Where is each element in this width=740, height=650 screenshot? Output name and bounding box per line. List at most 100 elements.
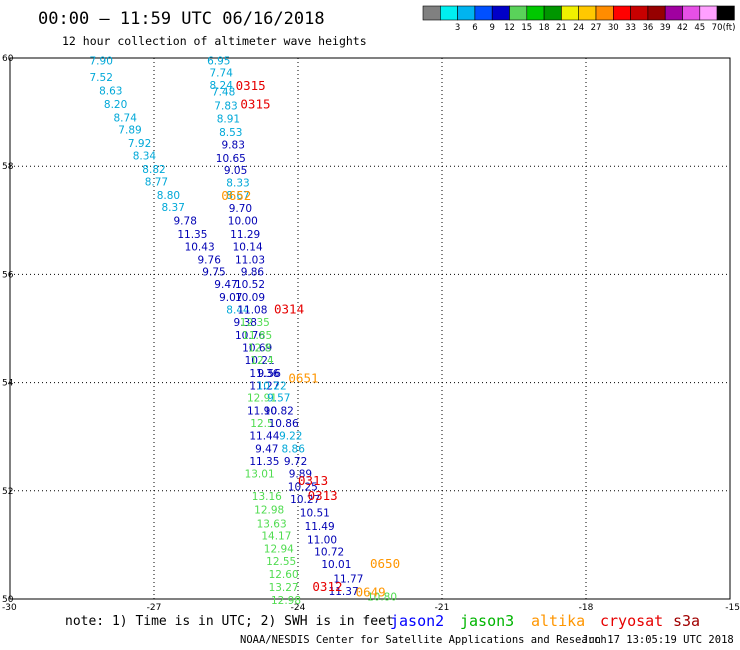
- legend-label: 21: [556, 23, 567, 33]
- lat-tick-label: 56: [2, 270, 14, 280]
- lat-tick-label: 60: [2, 54, 14, 64]
- wave-height-value: 9.89: [289, 468, 312, 480]
- grid-lines: [10, 58, 730, 599]
- legend-label: 30: [608, 23, 619, 33]
- wave-height-value: 8.77: [145, 176, 168, 188]
- legend-label: 24: [573, 23, 584, 33]
- wave-height-value: 6.95: [207, 56, 230, 68]
- satellite-altika: altika: [531, 612, 585, 630]
- legend-swatch: [595, 5, 614, 21]
- wave-height-value: 9.75: [202, 267, 225, 279]
- wave-height-value: 11.29: [230, 229, 260, 241]
- legend-swatch: [716, 5, 735, 21]
- wave-height-value: 10.69: [242, 342, 272, 354]
- map-frame: [9, 57, 731, 600]
- legend-label: 9: [489, 23, 494, 33]
- wave-height-value: 12.60: [269, 569, 299, 581]
- legend-swatch: [439, 5, 458, 21]
- wave-height-value: 10.00: [228, 215, 258, 227]
- satellite-jason2: jason2: [390, 612, 444, 630]
- color-legend: 3 6 9 12 15 18 21 24 27 30 33 36 39 42 45 70 (ft): [422, 5, 735, 33]
- pass-time-label: 0649: [356, 585, 386, 600]
- lon-tick-label: -27: [147, 603, 162, 613]
- wave-height-value: 7.48: [212, 87, 235, 99]
- wave-height-value: 13.16: [252, 491, 282, 503]
- wave-height-value: 10.27: [290, 494, 320, 506]
- lon-tick-label: -15: [725, 603, 740, 613]
- legend-swatch: [543, 5, 562, 21]
- wave-height-value: 11.85: [242, 330, 272, 342]
- wave-height-value: 11.44: [249, 431, 279, 443]
- legend-swatch: [630, 5, 649, 21]
- wave-height-value: 8.33: [226, 177, 249, 189]
- legend-swatch: [578, 5, 597, 21]
- wave-height-value: 9.72: [284, 456, 307, 468]
- wave-height-value: 13.01: [245, 468, 275, 480]
- wave-height-value: 9.22: [279, 431, 302, 443]
- wave-height-value: 8.34: [133, 150, 157, 162]
- wave-height-value: 9.56: [258, 368, 282, 380]
- map-subtitle: 12 hour collection of altimeter wave hei…: [62, 34, 367, 48]
- wave-height-value: 8.24: [210, 80, 234, 92]
- latitude-tick-labels: 50 52 54 56 58 60: [2, 54, 14, 605]
- legend-swatch: [561, 5, 580, 21]
- wave-height-value: 14.17: [261, 531, 291, 543]
- wave-height-value: 10.22: [257, 380, 287, 392]
- wave-height-value: 12.8: [248, 342, 271, 354]
- wave-height-value: 11.27: [249, 380, 279, 392]
- wave-height-value: 10.86: [269, 418, 299, 430]
- satellite-cryosat: cryosat: [600, 612, 663, 630]
- lat-tick-label: 52: [2, 487, 13, 497]
- wave-height-value: 8.74: [114, 113, 138, 125]
- wave-height-value: 9.57: [267, 393, 290, 405]
- wave-height-value: 9.38: [234, 317, 257, 329]
- wave-height-value: 10.72: [314, 546, 344, 558]
- wave-height-value: 13.27: [269, 582, 299, 594]
- wave-height-value: 7.83: [214, 101, 237, 113]
- wave-height-value: 9.07: [219, 292, 242, 304]
- pass-time-label: 0651: [288, 370, 318, 385]
- pass-time-label: 0315: [236, 78, 266, 93]
- wave-height-value: 10.76: [235, 330, 265, 342]
- wave-height-value: 9.70: [229, 203, 252, 215]
- wave-height-value: 10.52: [235, 279, 265, 291]
- wave-height-value: 12.98: [254, 505, 284, 517]
- legend-swatch: [474, 5, 493, 21]
- legend-label: 39: [660, 23, 671, 33]
- pass-time-label: 0313: [308, 488, 338, 503]
- wave-height-value: 11.35: [177, 229, 207, 241]
- wave-height-value: 12.94: [264, 544, 294, 556]
- wave-height-value: 10.51: [300, 507, 330, 519]
- wave-height-value: 10.01: [321, 559, 351, 571]
- legend-swatch: [509, 5, 528, 21]
- footer-timestamp: Jun 17 13:05:19 UTC 2018: [582, 634, 734, 646]
- wave-height-value: 10.43: [185, 241, 215, 253]
- wave-height-value: 13.63: [257, 518, 287, 530]
- legend-swatch: [526, 5, 545, 21]
- pass-time-label: 0314: [274, 302, 304, 317]
- legend-label: 42: [677, 23, 688, 33]
- legend-swatch: [612, 5, 631, 21]
- wave-height-value: 11.77: [333, 573, 363, 585]
- wave-height-value: 8.44: [226, 305, 250, 317]
- pass-time-label: 0652: [221, 188, 251, 203]
- legend-label: 27: [591, 23, 602, 33]
- wave-height-value: 12.4: [250, 355, 274, 367]
- wave-height-value: 12.55: [266, 556, 296, 568]
- wave-height-value: 8.63: [99, 85, 122, 97]
- wave-height-value: 10.25: [288, 481, 318, 493]
- wave-height-observations: 7.90 7.528.63 8.20 8.747.89 7.928.34 8.828.77…: [90, 56, 398, 607]
- wave-height-value: 7.52: [90, 72, 113, 84]
- wave-height-value: 9.78: [174, 215, 197, 227]
- legend-label: 18: [539, 23, 550, 33]
- wave-height-value: 8.82: [142, 164, 165, 176]
- legend-label: 45: [694, 23, 705, 33]
- lon-tick-label: -18: [579, 603, 594, 613]
- legend-label: 6: [472, 23, 477, 33]
- lat-tick-label: 54: [2, 379, 14, 389]
- satellite-legend: jason2 jason3 altika cryosat s3a: [390, 612, 700, 630]
- wave-height-value: 8.80: [157, 190, 180, 202]
